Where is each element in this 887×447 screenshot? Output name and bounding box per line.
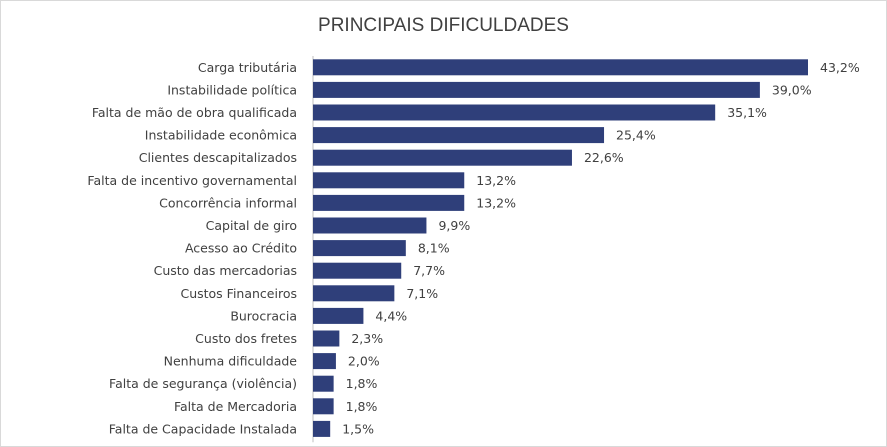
category-label: Custos Financeiros <box>180 286 297 301</box>
data-label: 43,2% <box>820 60 860 75</box>
data-label: 25,4% <box>616 128 656 143</box>
data-label: 1,8% <box>346 399 378 414</box>
bar <box>313 172 465 189</box>
bar <box>313 398 334 415</box>
category-label: Falta de Mercadoria <box>174 399 297 414</box>
data-label: 7,1% <box>406 286 438 301</box>
bar <box>313 307 364 324</box>
data-label: 8,1% <box>418 241 450 256</box>
data-label: 39,0% <box>772 82 812 97</box>
bar <box>313 262 402 279</box>
category-label: Capital de giro <box>206 218 297 233</box>
data-label: 13,2% <box>476 195 516 210</box>
category-label: Falta de mão de obra qualificada <box>92 105 297 120</box>
category-label: Acesso ao Crédito <box>185 241 297 256</box>
category-label: Falta de incentivo governamental <box>87 173 297 188</box>
category-label: Clientes descapitalizados <box>139 150 297 165</box>
bar <box>313 194 465 211</box>
bar <box>313 59 808 76</box>
category-label: Instabilidade política <box>167 82 297 97</box>
bar <box>313 420 331 437</box>
bar <box>313 375 334 392</box>
data-label: 1,5% <box>342 421 374 436</box>
data-label: 7,7% <box>413 263 445 278</box>
data-label: 4,4% <box>375 308 407 323</box>
bar <box>313 285 395 302</box>
category-label: Custo dos fretes <box>195 331 297 346</box>
bar <box>313 81 760 98</box>
category-label: Custo das mercadorias <box>154 263 297 278</box>
bar <box>313 240 406 257</box>
category-label: Falta de Capacidade Instalada <box>109 421 297 436</box>
category-label: Concorrência informal <box>159 195 297 210</box>
data-label: 35,1% <box>727 105 767 120</box>
chart-title: PRINCIPAIS DIFICULDADES <box>318 15 569 36</box>
bar <box>313 353 336 370</box>
category-label: Nenhuma dificuldade <box>164 354 298 369</box>
data-label: 9,9% <box>438 218 470 233</box>
category-label: Carga tributária <box>198 60 297 75</box>
data-label: 1,8% <box>346 376 378 391</box>
bar <box>313 330 340 347</box>
category-label: Burocracia <box>230 308 297 323</box>
bar <box>313 104 716 121</box>
data-label: 2,3% <box>351 331 383 346</box>
bar <box>313 149 572 166</box>
bar <box>313 217 427 234</box>
data-label: 13,2% <box>476 173 516 188</box>
category-label: Falta de segurança (violência) <box>109 376 297 391</box>
data-label: 22,6% <box>584 150 624 165</box>
data-label: 2,0% <box>348 354 380 369</box>
bar <box>313 127 605 144</box>
category-label: Instabilidade econômica <box>145 128 297 143</box>
